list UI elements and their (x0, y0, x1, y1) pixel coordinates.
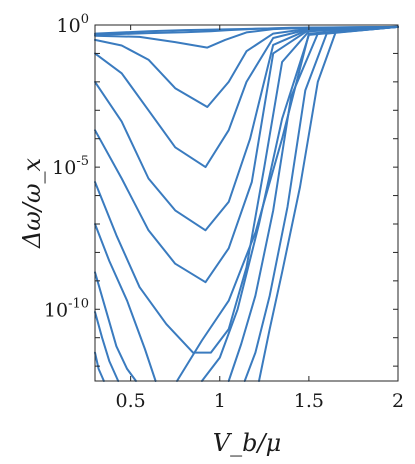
y-tick-label: 10-5 (52, 154, 89, 179)
y-tick-label-exponent: 0 (81, 12, 89, 27)
x-tick-label: 2 (392, 390, 404, 412)
series-line-15 (94, 351, 105, 382)
series-line-17 (258, 25, 399, 382)
series-line-6 (94, 25, 399, 232)
series-line-12 (200, 25, 399, 382)
series-line-5 (94, 25, 399, 169)
series-line-7 (94, 25, 399, 284)
series-line-14 (227, 25, 399, 382)
y-tick-label: 100 (57, 12, 89, 37)
y-tick-label-exponent: -5 (76, 154, 89, 169)
series-line-4 (94, 25, 399, 108)
x-tick-label: 0.5 (116, 390, 146, 412)
x-tick-label: 1.5 (294, 390, 324, 412)
y-tick-label-base: 10 (52, 157, 76, 179)
y-tick-label-base: 10 (44, 299, 68, 321)
series-line-13 (94, 311, 120, 382)
series-line-8 (94, 25, 399, 354)
plot-frame (94, 24, 399, 382)
y-axis-label: Δω/ω_x (18, 157, 46, 249)
y-tick-label-base: 10 (57, 15, 81, 37)
series-layer (94, 25, 399, 382)
x-axis-label: V_b/μ (213, 429, 281, 457)
series-line-3 (94, 25, 399, 49)
y-tick-label: 10-10 (44, 296, 89, 321)
series-line-16 (243, 25, 399, 382)
series-line-10 (176, 25, 399, 382)
series-line-11 (94, 271, 137, 382)
x-ticks: 0.5 1 1.5 2 (116, 25, 404, 412)
series-line-9 (94, 223, 157, 382)
x-tick-label: 1 (214, 390, 226, 412)
y-tick-label-exponent: -10 (68, 296, 89, 311)
